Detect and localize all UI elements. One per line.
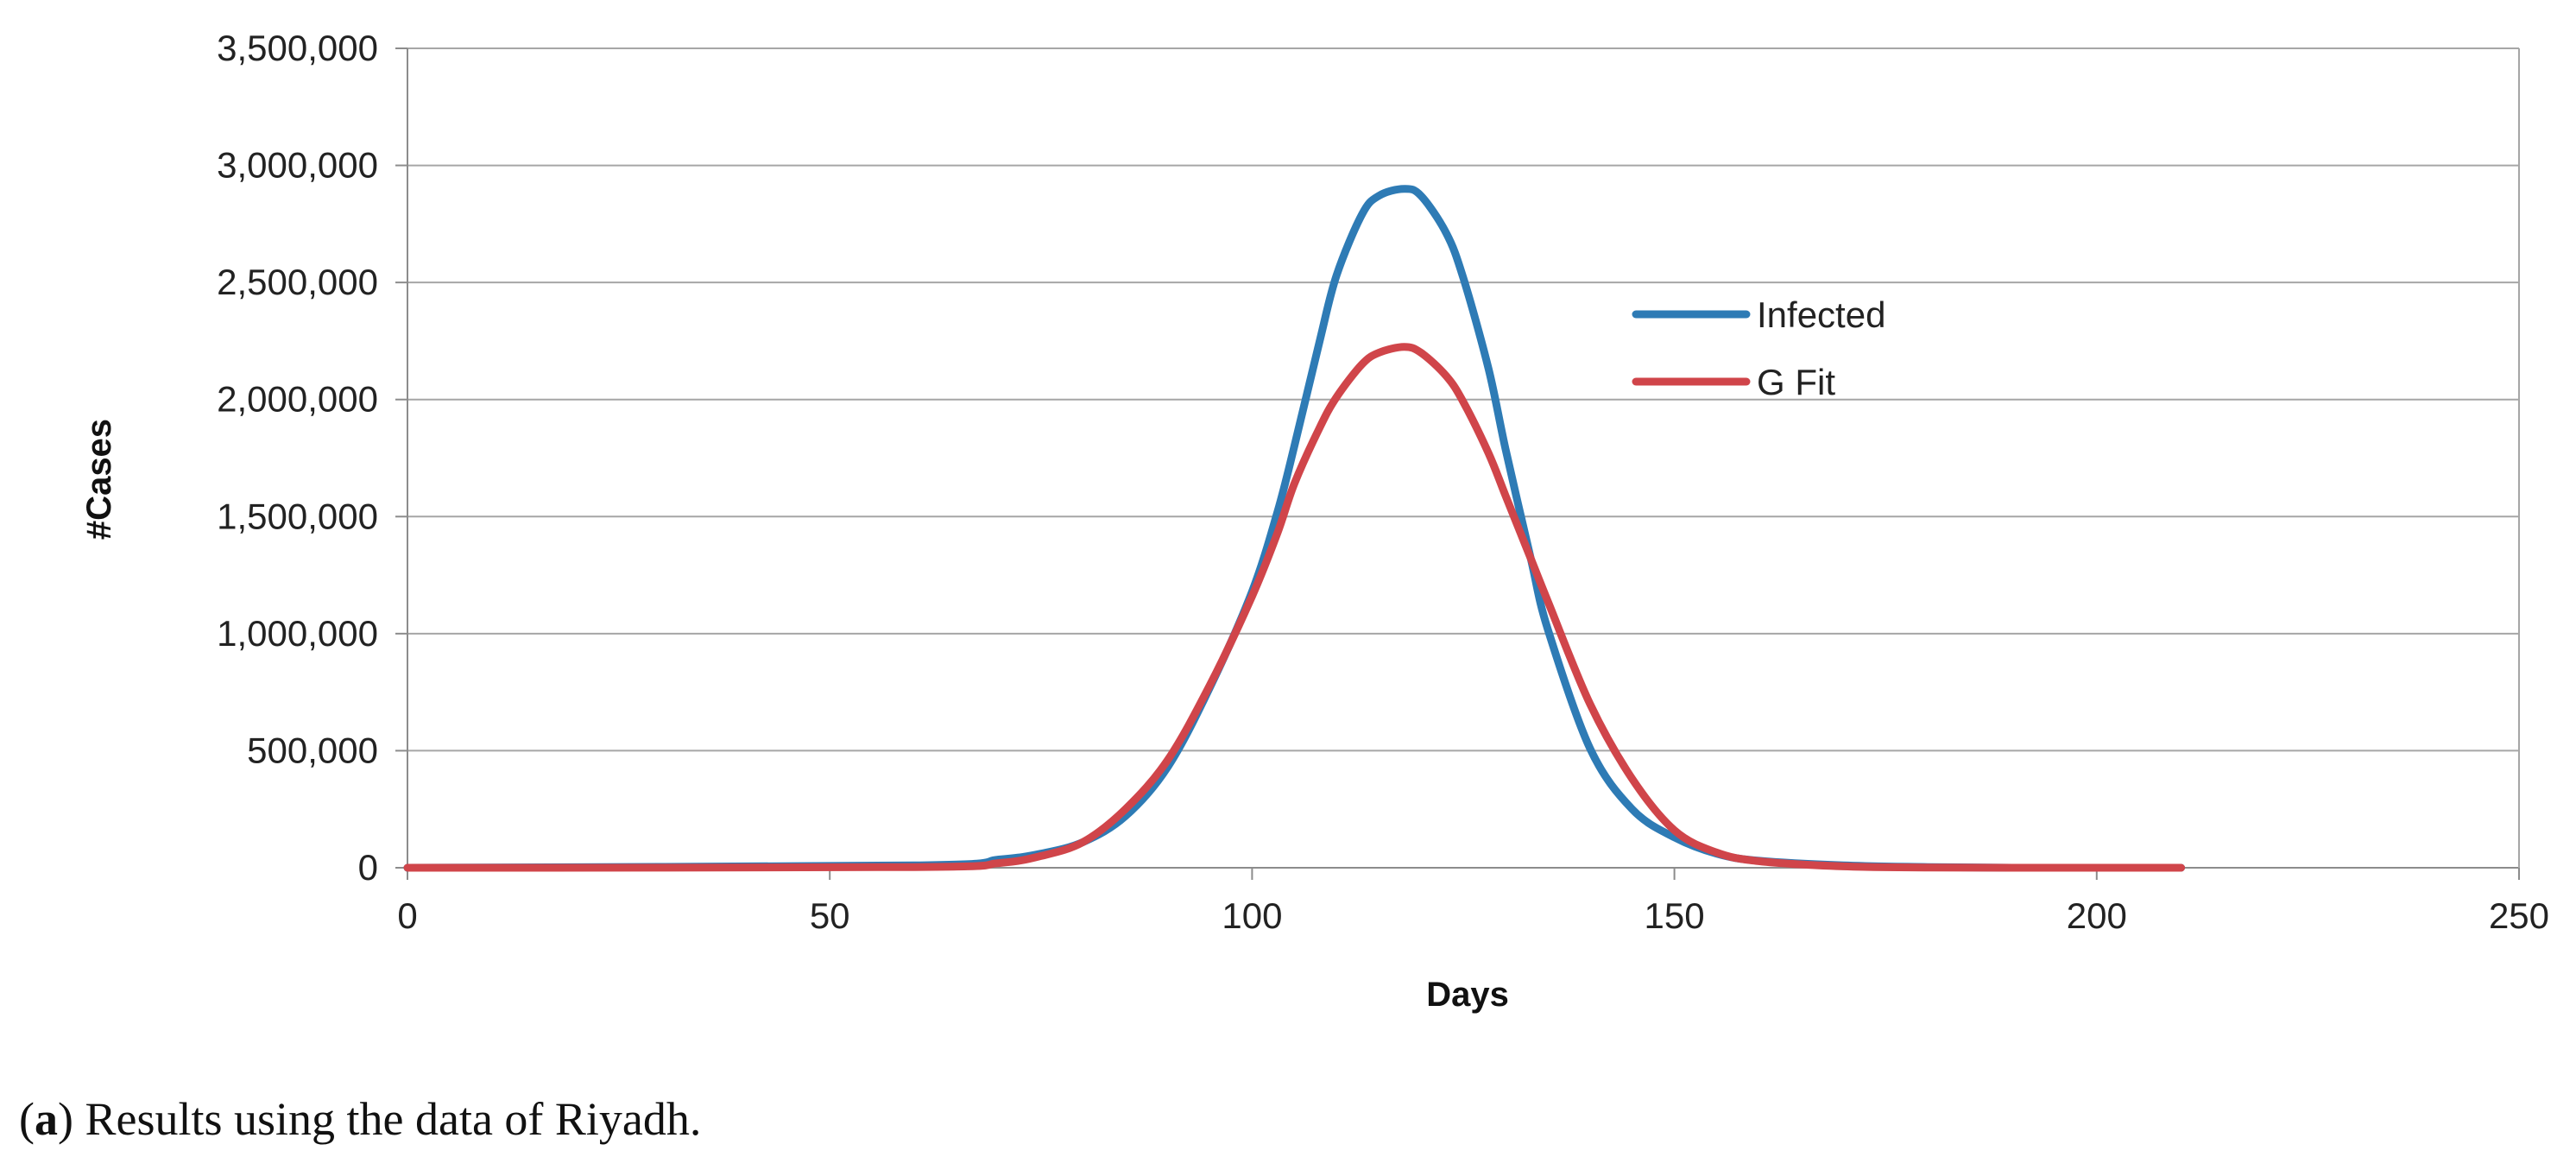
x-tick-label: 150 bbox=[1645, 895, 1705, 936]
series-lines bbox=[403, 185, 2186, 872]
x-axis-ticks: 0 50 100 150 200 250 bbox=[397, 868, 2549, 936]
figure-caption: (a) Results using the data of Riyadh. bbox=[19, 1093, 702, 1145]
axes bbox=[407, 48, 2520, 869]
x-tick-label: 0 bbox=[397, 895, 417, 936]
series-line-g-fit bbox=[403, 343, 2186, 872]
legend-label-g-fit: G Fit bbox=[1757, 362, 1835, 402]
x-axis-title: Days bbox=[1426, 976, 1509, 1014]
y-tick-label: 3,500,000 bbox=[217, 28, 378, 68]
x-tick-label: 200 bbox=[2067, 895, 2127, 936]
legend-label-infected: Infected bbox=[1757, 294, 1885, 335]
y-tick-label: 1,000,000 bbox=[217, 613, 378, 654]
y-axis-ticks: 0 500,000 1,000,000 1,500,000 2,000,000 2,500… bbox=[217, 28, 407, 888]
y-tick-label: 2,500,000 bbox=[217, 262, 378, 302]
y-tick-label: 500,000 bbox=[247, 730, 378, 770]
series-line-infected bbox=[403, 185, 2186, 872]
y-tick-label: 2,000,000 bbox=[217, 379, 378, 420]
y-tick-label: 3,000,000 bbox=[217, 145, 378, 186]
x-tick-label: 50 bbox=[810, 895, 850, 936]
x-tick-label: 100 bbox=[1222, 895, 1282, 936]
y-tick-label: 0 bbox=[358, 847, 378, 888]
caption-label: a bbox=[34, 1093, 58, 1145]
y-axis-title: #Cases bbox=[80, 419, 118, 540]
y-tick-label: 1,500,000 bbox=[217, 496, 378, 536]
x-tick-label: 250 bbox=[2489, 895, 2549, 936]
legend: Infected G Fit bbox=[1632, 294, 1885, 402]
caption-text: ) Results using the data of Riyadh. bbox=[57, 1093, 702, 1145]
